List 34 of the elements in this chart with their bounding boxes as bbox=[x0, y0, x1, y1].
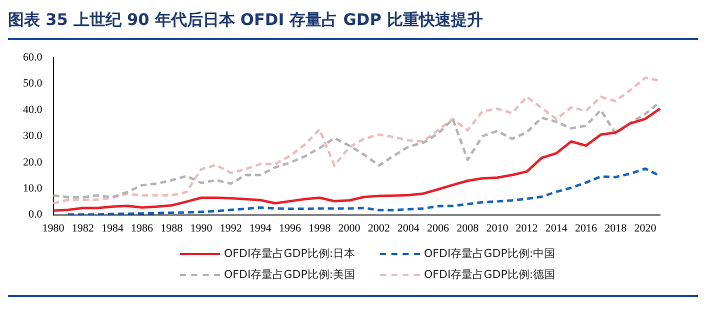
y-tick-label: 60.0 bbox=[23, 51, 43, 64]
x-tick-label: 2014 bbox=[545, 222, 568, 234]
chart-title: 图表 35 上世纪 90 年代后日本 OFDI 存量占 GDP 比重快速提升 bbox=[8, 10, 483, 31]
x-tick-label: 2012 bbox=[516, 222, 538, 234]
x-tick-label: 1982 bbox=[72, 222, 94, 234]
x-tick-label: 2002 bbox=[368, 222, 390, 234]
x-tick-label: 1994 bbox=[249, 222, 272, 234]
legend-label: OFDI存量占GDP比例:美国 bbox=[224, 267, 356, 282]
x-tick-label: 1984 bbox=[101, 222, 124, 234]
x-tick-label: 2004 bbox=[397, 222, 420, 234]
line-series bbox=[52, 100, 662, 198]
legend-label: OFDI存量占GDP比例:日本 bbox=[224, 246, 356, 261]
y-tick-label: 10.0 bbox=[23, 182, 43, 194]
x-tick-label: 1988 bbox=[160, 222, 184, 234]
x-tick-label: 2008 bbox=[456, 222, 480, 234]
legend-label: OFDI存量占GDP比例:德国 bbox=[424, 267, 556, 282]
y-tick-label: 30.0 bbox=[23, 130, 43, 142]
x-tick-label: 2010 bbox=[486, 222, 509, 234]
x-tick-label: 2000 bbox=[338, 222, 361, 234]
y-tick-label: 40.0 bbox=[23, 104, 43, 116]
x-tick-label: 2018 bbox=[604, 222, 628, 234]
y-tick-label: 20.0 bbox=[23, 156, 43, 168]
x-tick-label: 2020 bbox=[634, 222, 657, 234]
x-tick-label: 2006 bbox=[427, 222, 450, 234]
x-tick-label: 2016 bbox=[575, 222, 598, 234]
x-tick-label: 1986 bbox=[131, 222, 154, 234]
x-tick-label: 1990 bbox=[190, 222, 213, 234]
x-tick-label: 1992 bbox=[220, 222, 242, 234]
x-tick-label: 1998 bbox=[308, 222, 332, 234]
x-tick-label: 1996 bbox=[279, 222, 302, 234]
legend-label: OFDI存量占GDP比例:中国 bbox=[424, 246, 556, 261]
y-tick-label: 0.0 bbox=[28, 208, 43, 221]
y-tick-label: 50.0 bbox=[23, 78, 43, 90]
x-tick-label: 1980 bbox=[42, 222, 65, 234]
